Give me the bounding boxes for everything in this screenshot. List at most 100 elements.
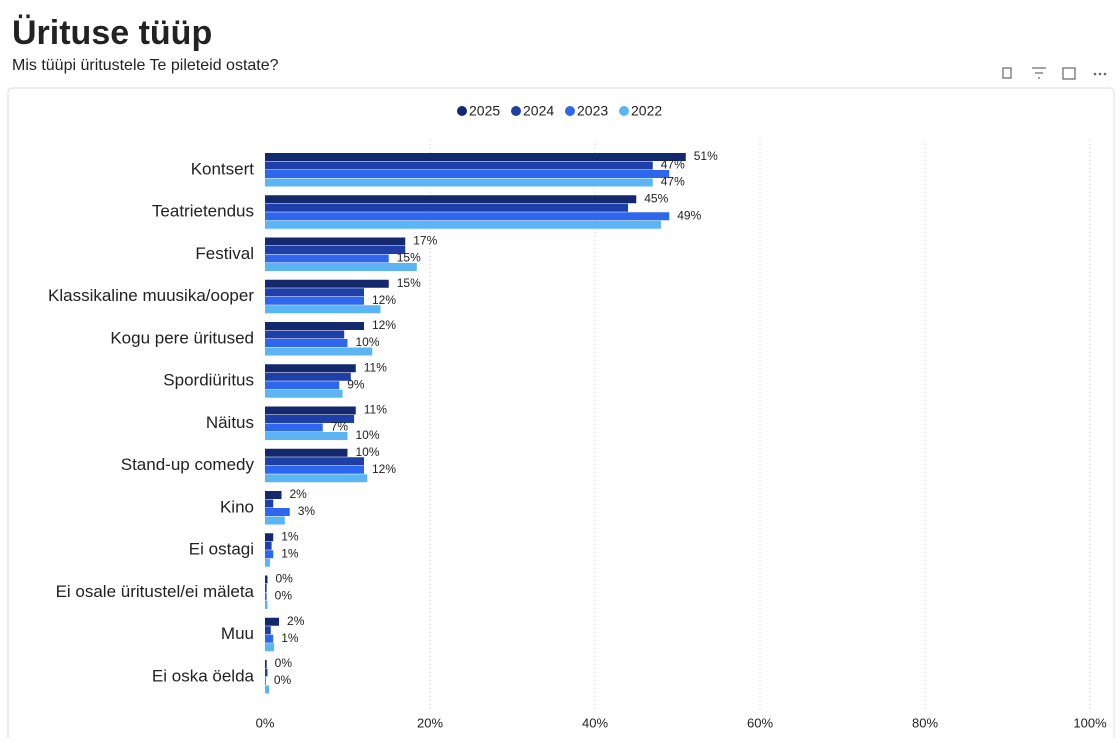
legend-marker — [619, 106, 629, 116]
bar — [265, 474, 368, 483]
data-label: 15% — [397, 276, 421, 290]
y-tick-label: Spordiüritus — [163, 371, 254, 390]
data-label: 47% — [661, 158, 685, 172]
data-label: 17% — [413, 234, 437, 248]
bar — [265, 237, 406, 246]
legend-label: 2024 — [523, 103, 554, 119]
y-tick-label: Ei ostagi — [189, 540, 254, 559]
bar — [265, 533, 274, 542]
bar — [265, 254, 389, 263]
data-label: 2% — [290, 487, 308, 501]
bar — [265, 288, 364, 297]
legend-label: 2022 — [631, 103, 662, 119]
data-label: 9% — [347, 377, 365, 391]
bar — [265, 203, 628, 212]
bar — [265, 499, 274, 508]
y-tick-label: Klassikaline muusika/ooper — [48, 286, 254, 305]
bar — [265, 516, 285, 525]
data-label: 10% — [356, 335, 380, 349]
y-tick-label: Ei osale üritustel/ei mäleta — [56, 582, 255, 601]
x-tick-label: 100% — [1073, 715, 1107, 730]
bar — [265, 246, 406, 254]
y-tick-label: Ei oska öelda — [152, 666, 255, 685]
bar — [265, 330, 345, 339]
data-label: 11% — [364, 403, 387, 417]
y-tick-label: Kogu pere üritused — [110, 328, 254, 347]
bar — [265, 677, 266, 685]
bar — [265, 178, 653, 187]
bar — [265, 575, 268, 584]
bar — [265, 212, 670, 221]
data-label: 11% — [364, 360, 387, 374]
bar — [265, 372, 351, 381]
focus-icon[interactable] — [1062, 67, 1076, 80]
bar — [265, 643, 275, 652]
filter-icon[interactable] — [1032, 67, 1046, 79]
data-label: 1% — [281, 546, 299, 560]
bar — [265, 617, 280, 626]
copy-icon[interactable] — [1002, 67, 1012, 79]
bar — [265, 626, 271, 635]
bar — [265, 305, 381, 314]
y-tick-label: Stand-up comedy — [121, 455, 255, 474]
data-label: 12% — [372, 462, 396, 476]
legend-marker — [511, 106, 521, 116]
bar — [265, 296, 364, 305]
data-label: 3% — [298, 504, 316, 518]
x-tick-label: 40% — [582, 715, 608, 730]
chart-title: Ürituse tüüp — [12, 14, 212, 52]
y-tick-label: Kino — [220, 497, 254, 516]
bar — [265, 389, 343, 398]
bar — [265, 465, 364, 474]
bar — [265, 448, 348, 457]
data-label: 1% — [281, 529, 299, 543]
bar — [265, 339, 348, 347]
bar — [265, 668, 268, 677]
bar — [265, 423, 323, 432]
bar — [265, 170, 670, 178]
data-label: 45% — [644, 191, 668, 205]
data-label: 7% — [331, 420, 349, 434]
bar — [265, 406, 356, 415]
data-label: 2% — [287, 614, 305, 628]
data-label: 0% — [274, 673, 292, 687]
bar — [265, 491, 282, 499]
legend-label: 2025 — [469, 103, 500, 119]
bar — [265, 584, 267, 592]
data-label: 47% — [661, 175, 685, 189]
y-tick-label: Näitus — [206, 413, 254, 432]
bar — [265, 279, 389, 288]
y-tick-label: Teatrietendus — [152, 202, 254, 221]
bar — [265, 601, 268, 609]
data-label: 1% — [281, 631, 299, 645]
bar — [265, 347, 373, 356]
legend-marker — [565, 106, 575, 116]
bar — [265, 415, 355, 423]
x-tick-label: 0% — [256, 715, 275, 730]
legend-label: 2023 — [577, 103, 608, 119]
bar — [265, 558, 270, 567]
x-tick-label: 80% — [912, 715, 938, 730]
data-label: 49% — [677, 208, 701, 222]
bar — [265, 541, 272, 550]
bar — [265, 263, 417, 271]
y-tick-label: Muu — [221, 624, 254, 643]
data-label: 15% — [397, 251, 421, 265]
data-label: 12% — [372, 318, 396, 332]
data-label: 10% — [356, 428, 380, 442]
visual-toolbar — [1002, 67, 1107, 80]
data-label: 10% — [356, 445, 380, 459]
bar — [265, 592, 267, 601]
bar — [265, 195, 637, 204]
data-label: 0% — [275, 656, 293, 670]
bar — [265, 685, 270, 694]
bar — [265, 153, 686, 161]
more-icon[interactable] — [1093, 72, 1107, 76]
bar — [265, 322, 364, 330]
x-tick-label: 60% — [747, 715, 773, 730]
data-label: 0% — [275, 572, 293, 586]
chart-subtitle: Mis tüüpi üritustele Te pileteid ostate? — [12, 57, 279, 74]
bar — [265, 381, 340, 390]
bar — [265, 634, 274, 643]
